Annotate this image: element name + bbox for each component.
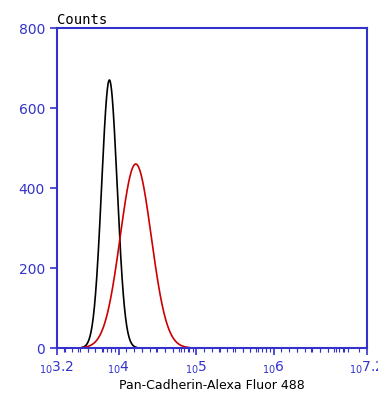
X-axis label: Pan-Cadherin-Alexa Fluor 488: Pan-Cadherin-Alexa Fluor 488 [119, 379, 305, 392]
Text: Counts: Counts [57, 13, 107, 27]
